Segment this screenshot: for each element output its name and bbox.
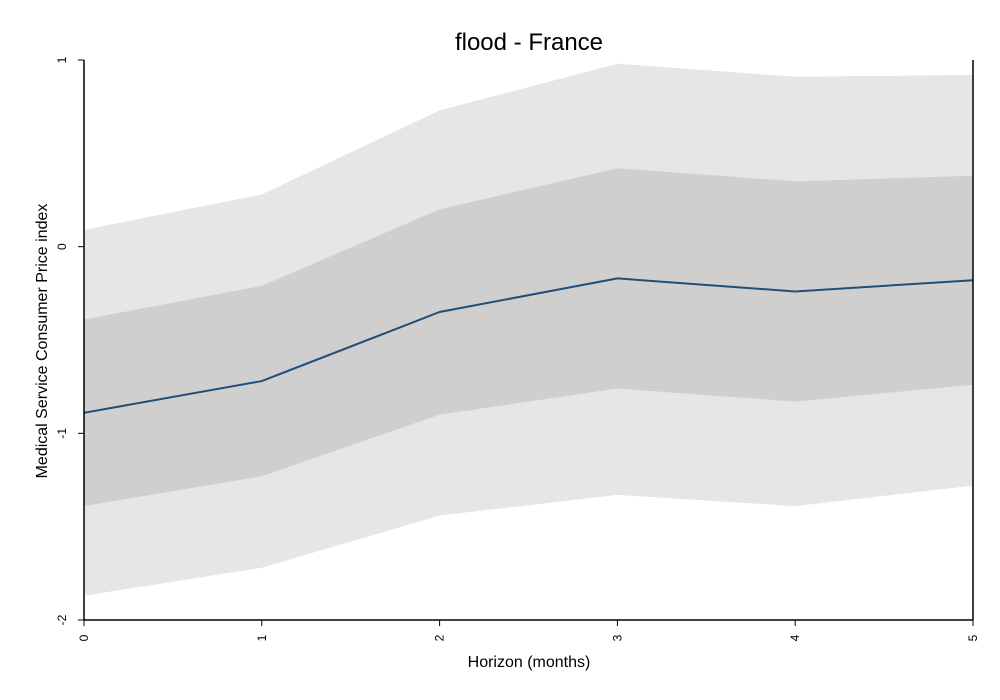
x-tick-label: 1 <box>255 634 269 641</box>
x-tick-label: 2 <box>433 634 447 641</box>
x-tick-label: 4 <box>788 634 802 641</box>
x-axis-label: Horizon (months) <box>468 654 591 671</box>
x-tick-label: 5 <box>966 634 980 641</box>
x-tick-label: 0 <box>77 634 91 641</box>
y-tick-label: 0 <box>55 243 69 250</box>
y-tick-label: -2 <box>55 614 69 625</box>
series-line-0 <box>83 277 974 414</box>
y-tick-label: -1 <box>55 428 69 439</box>
chart-title: flood - France <box>455 29 603 56</box>
x-tick-label: 3 <box>610 634 624 641</box>
y-tick-label: 1 <box>55 56 69 63</box>
plot-area: -2 -1 0 1 0 1 2 3 4 5 <box>55 56 980 641</box>
y-axis-label: Medical Service Consumer Price index <box>34 204 51 479</box>
inner-confidence-band <box>84 168 973 507</box>
